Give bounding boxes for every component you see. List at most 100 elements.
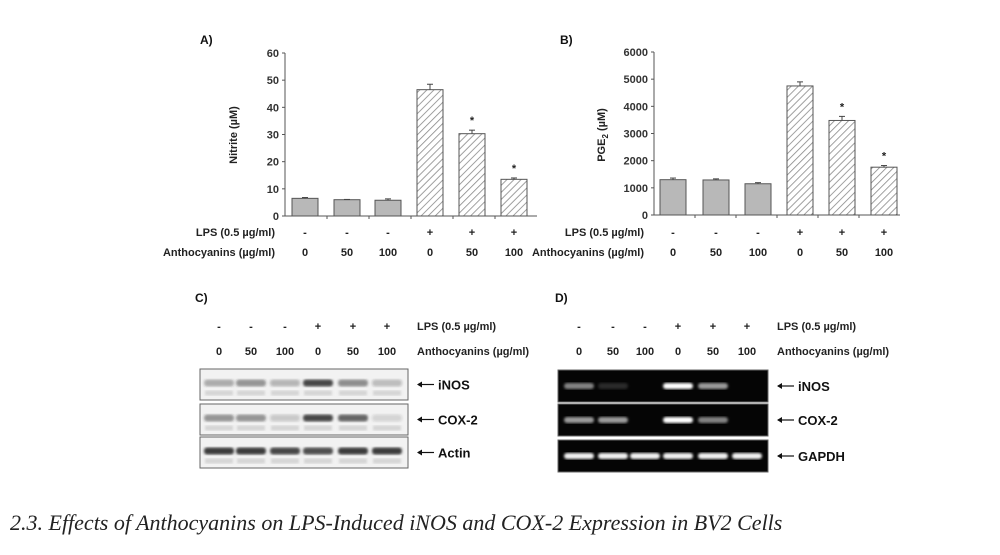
blot-row-label: GAPDH <box>798 449 845 464</box>
band-smear <box>373 458 401 464</box>
lps-value: - <box>386 227 390 239</box>
band <box>204 447 234 455</box>
lps-value: + <box>675 321 681 333</box>
bar <box>744 183 772 216</box>
band-smear <box>205 458 233 464</box>
lps-value: + <box>744 321 750 333</box>
y-tick-label: 40 <box>267 102 279 114</box>
y-tick-label: 0 <box>642 210 648 222</box>
bar <box>659 179 687 216</box>
bar <box>374 199 402 217</box>
lps-value: - <box>756 227 760 239</box>
y-tick-label: 5000 <box>624 74 648 86</box>
anthocyanins-value: 100 <box>505 247 523 259</box>
band-smear <box>205 425 233 431</box>
lps-value: - <box>611 321 615 333</box>
band <box>372 414 402 422</box>
panel-b-label: B) <box>560 33 573 47</box>
band <box>663 453 693 459</box>
band <box>598 417 628 423</box>
lps-row-label: LPS (0.5 µg/ml) <box>417 321 496 333</box>
band <box>338 447 368 455</box>
band-smear <box>339 425 367 431</box>
blot-panel-d: - 0 - 50 - 100 +0 +50 +100 LPS (0.5 µg/ml) Anthocy… <box>557 321 889 473</box>
band-smear <box>304 425 332 431</box>
significance-mark: * <box>882 151 887 163</box>
anthocyanins-value: 100 <box>738 346 756 358</box>
arrow-head-icon <box>777 417 782 423</box>
lps-value: - <box>303 227 307 239</box>
anthocyanins-value: 0 <box>427 247 433 259</box>
anthocyanins-value: 100 <box>875 247 893 259</box>
anthocyanins-value: 0 <box>576 346 582 358</box>
ylabel-unit: (µM) <box>596 108 608 134</box>
lps-value: + <box>384 321 390 333</box>
blot-panel-c: - 0 - 50 - 100 +0 +50 +100 LPS (0.5 µg/ml) Anthocy… <box>199 321 529 469</box>
band <box>303 447 333 455</box>
y-tick-label: 60 <box>267 48 279 60</box>
lps-value: - <box>283 321 287 333</box>
y-tick-label: 1000 <box>624 183 648 195</box>
anthocyanins-value: 0 <box>302 247 308 259</box>
anthocyanins-row-label: Anthocyanins (µg/ml) <box>417 346 529 358</box>
blot-row-label: COX-2 <box>798 413 838 428</box>
lps-value: + <box>469 227 475 239</box>
lps-value: + <box>511 227 517 239</box>
anthocyanins-row-label: Anthocyanins (µg/ml) <box>777 346 889 358</box>
anthocyanins-value: 100 <box>276 346 294 358</box>
lps-value: + <box>881 227 887 239</box>
blot-row-gapdh: GAPDH <box>557 439 845 473</box>
y-tick-label: 6000 <box>624 47 648 59</box>
anthocyanins-value: 50 <box>836 247 848 259</box>
bar <box>786 85 814 216</box>
anthocyanins-value: 50 <box>466 247 478 259</box>
chart-a: 0 10 20 30 40 50 60 * * LPS (0.5 µg/ml) Anthocyani… <box>163 48 537 259</box>
band <box>663 417 693 423</box>
y-tick-label: 30 <box>267 130 279 142</box>
anthocyanins-value: 0 <box>315 346 321 358</box>
bar <box>416 89 444 217</box>
lps-value: + <box>797 227 803 239</box>
anthocyanins-value: 50 <box>245 346 257 358</box>
blot-row-actin: Actin <box>199 436 471 469</box>
anthocyanins-value: 0 <box>216 346 222 358</box>
band <box>598 383 628 389</box>
band <box>338 414 368 422</box>
lps-value: - <box>643 321 647 333</box>
section-caption: 2.3. Effects of Anthocyanins on LPS-Indu… <box>10 510 783 535</box>
bar <box>500 178 528 217</box>
band-smear <box>205 390 233 396</box>
anthocyanins-value: 0 <box>797 247 803 259</box>
anthocyanins-value: 100 <box>749 247 767 259</box>
band-smear <box>304 390 332 396</box>
lps-value: + <box>350 321 356 333</box>
lps-value: - <box>714 227 718 239</box>
blot-row-cox-2: COX-2 <box>199 403 478 436</box>
significance-mark: * <box>512 163 517 175</box>
band <box>270 379 300 387</box>
y-tick-label: 3000 <box>624 129 648 141</box>
anthocyanins-value: 50 <box>710 247 722 259</box>
panel-c-label: C) <box>195 291 208 305</box>
band <box>338 379 368 387</box>
band <box>204 414 234 422</box>
band <box>564 417 594 423</box>
lps-row-label: LPS (0.5 µg/ml) <box>196 227 275 239</box>
bar <box>870 166 898 216</box>
y-tick-label: 10 <box>267 184 279 196</box>
bar <box>702 179 730 216</box>
band-smear <box>237 458 265 464</box>
lps-value: - <box>671 227 675 239</box>
band <box>303 414 333 422</box>
anthocyanins-value: 0 <box>675 346 681 358</box>
arrow-head-icon <box>417 416 422 423</box>
band-smear <box>271 425 299 431</box>
chart-b-ylabel: PGE2 (µM) <box>596 108 610 162</box>
blot-row-label: COX-2 <box>438 413 478 428</box>
band <box>236 447 266 455</box>
band-smear <box>237 425 265 431</box>
band <box>270 447 300 455</box>
lps-value: + <box>315 321 321 333</box>
anthocyanins-value: 50 <box>607 346 619 358</box>
